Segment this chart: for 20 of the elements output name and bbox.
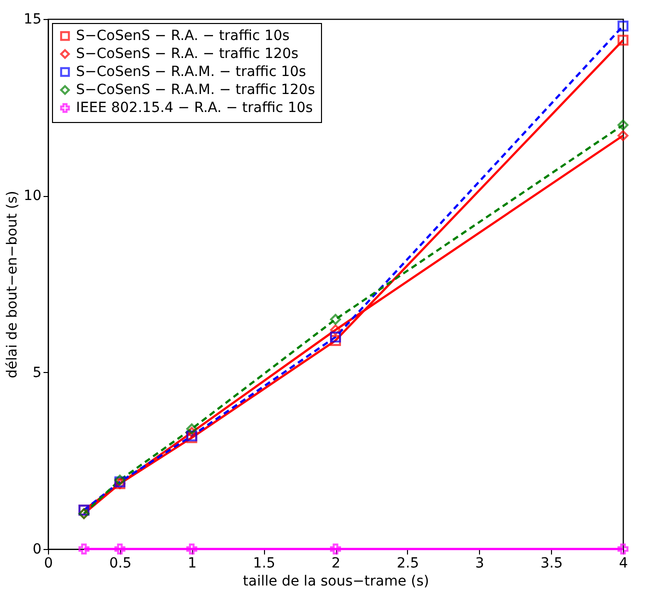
x-tick-label: 2	[332, 556, 340, 572]
y-tick-label: 5	[32, 364, 42, 381]
y-tick-label: 15	[24, 12, 42, 28]
x-tick-label: 2.5	[396, 556, 420, 572]
x-axis-title: taille de la sous−trame (s)	[242, 574, 430, 590]
legend-label: S−CoSenS − R.A. − traffic 120s	[76, 46, 298, 62]
y-tick-label: 10	[24, 188, 42, 204]
legend-label: IEEE 802.15.4 − R.A. − traffic 10s	[76, 100, 313, 116]
x-tick-label: 3.5	[540, 556, 563, 572]
legend-label: S−CoSenS − R.A. − traffic 10s	[76, 28, 290, 44]
legend-label: S−CoSenS − R.A.M. − traffic 120s	[76, 82, 315, 98]
x-tick-label: 3	[475, 556, 484, 572]
x-tick-label: 1.5	[252, 556, 276, 572]
x-tick-label: 0	[44, 556, 53, 572]
y-tick-label: 0	[32, 542, 42, 558]
legend-label: S−CoSenS − R.A.M. − traffic 10s	[76, 64, 306, 80]
x-tick-label: 1	[188, 556, 197, 572]
x-tick-label: 4	[619, 556, 628, 572]
y-axis-title: délai de bout−en−bout (s)	[4, 190, 21, 378]
x-tick-label: 0.5	[109, 556, 132, 572]
